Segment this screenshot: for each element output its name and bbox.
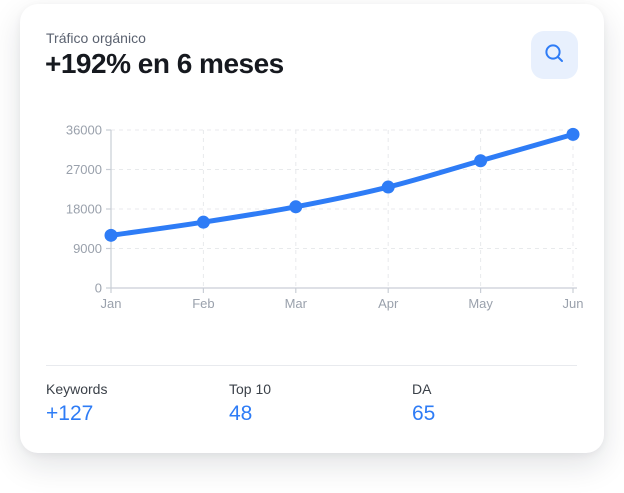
stat-value: +127 bbox=[46, 402, 94, 425]
y-tick-label: 18000 bbox=[66, 202, 102, 217]
stat-top10: Top 10 48 bbox=[229, 381, 412, 426]
card-subtitle: Tráfico orgánico bbox=[46, 30, 146, 46]
stats-row: Keywords +127 Top 10 48 DA 65 bbox=[46, 381, 595, 426]
data-point bbox=[196, 215, 210, 229]
chart-canvas: 0 9000 18000 27000 36000 Jan Feb Mar Apr May Jun bbox=[66, 123, 584, 312]
y-tick-label: 27000 bbox=[66, 162, 102, 177]
x-tick-label: Feb bbox=[192, 296, 214, 311]
stat-value: 48 bbox=[229, 402, 253, 425]
traffic-line-chart: 0 9000 18000 27000 36000 Jan Feb Mar Apr May Jun bbox=[36, 116, 596, 318]
stat-label: Top 10 bbox=[229, 381, 272, 397]
data-point bbox=[289, 200, 303, 214]
data-point bbox=[381, 180, 395, 194]
search-icon bbox=[543, 42, 566, 68]
y-tick-label: 0 bbox=[95, 281, 102, 296]
y-tick-label: 36000 bbox=[66, 123, 102, 138]
x-tick-label: Apr bbox=[378, 296, 399, 311]
traffic-card: Tráfico orgánico +192% en 6 meses 0 9000 1… bbox=[20, 4, 604, 453]
data-point bbox=[104, 228, 118, 242]
stat-keywords: Keywords +127 bbox=[46, 381, 229, 426]
x-tick-label: Mar bbox=[285, 296, 308, 311]
x-tick-label: May bbox=[468, 296, 493, 311]
search-button[interactable] bbox=[531, 31, 578, 79]
stat-value: 65 bbox=[412, 402, 436, 425]
card-title: +192% en 6 meses bbox=[45, 48, 284, 79]
divider bbox=[46, 365, 577, 366]
data-point bbox=[474, 154, 488, 168]
traffic-line bbox=[108, 131, 576, 238]
stat-da: DA 65 bbox=[412, 381, 595, 426]
data-point bbox=[566, 127, 580, 141]
x-tick-label: Jan bbox=[101, 296, 122, 311]
stat-label: DA bbox=[412, 381, 432, 397]
x-tick-label: Jun bbox=[563, 296, 584, 311]
stat-label: Keywords bbox=[46, 381, 108, 397]
y-tick-label: 9000 bbox=[73, 241, 102, 256]
